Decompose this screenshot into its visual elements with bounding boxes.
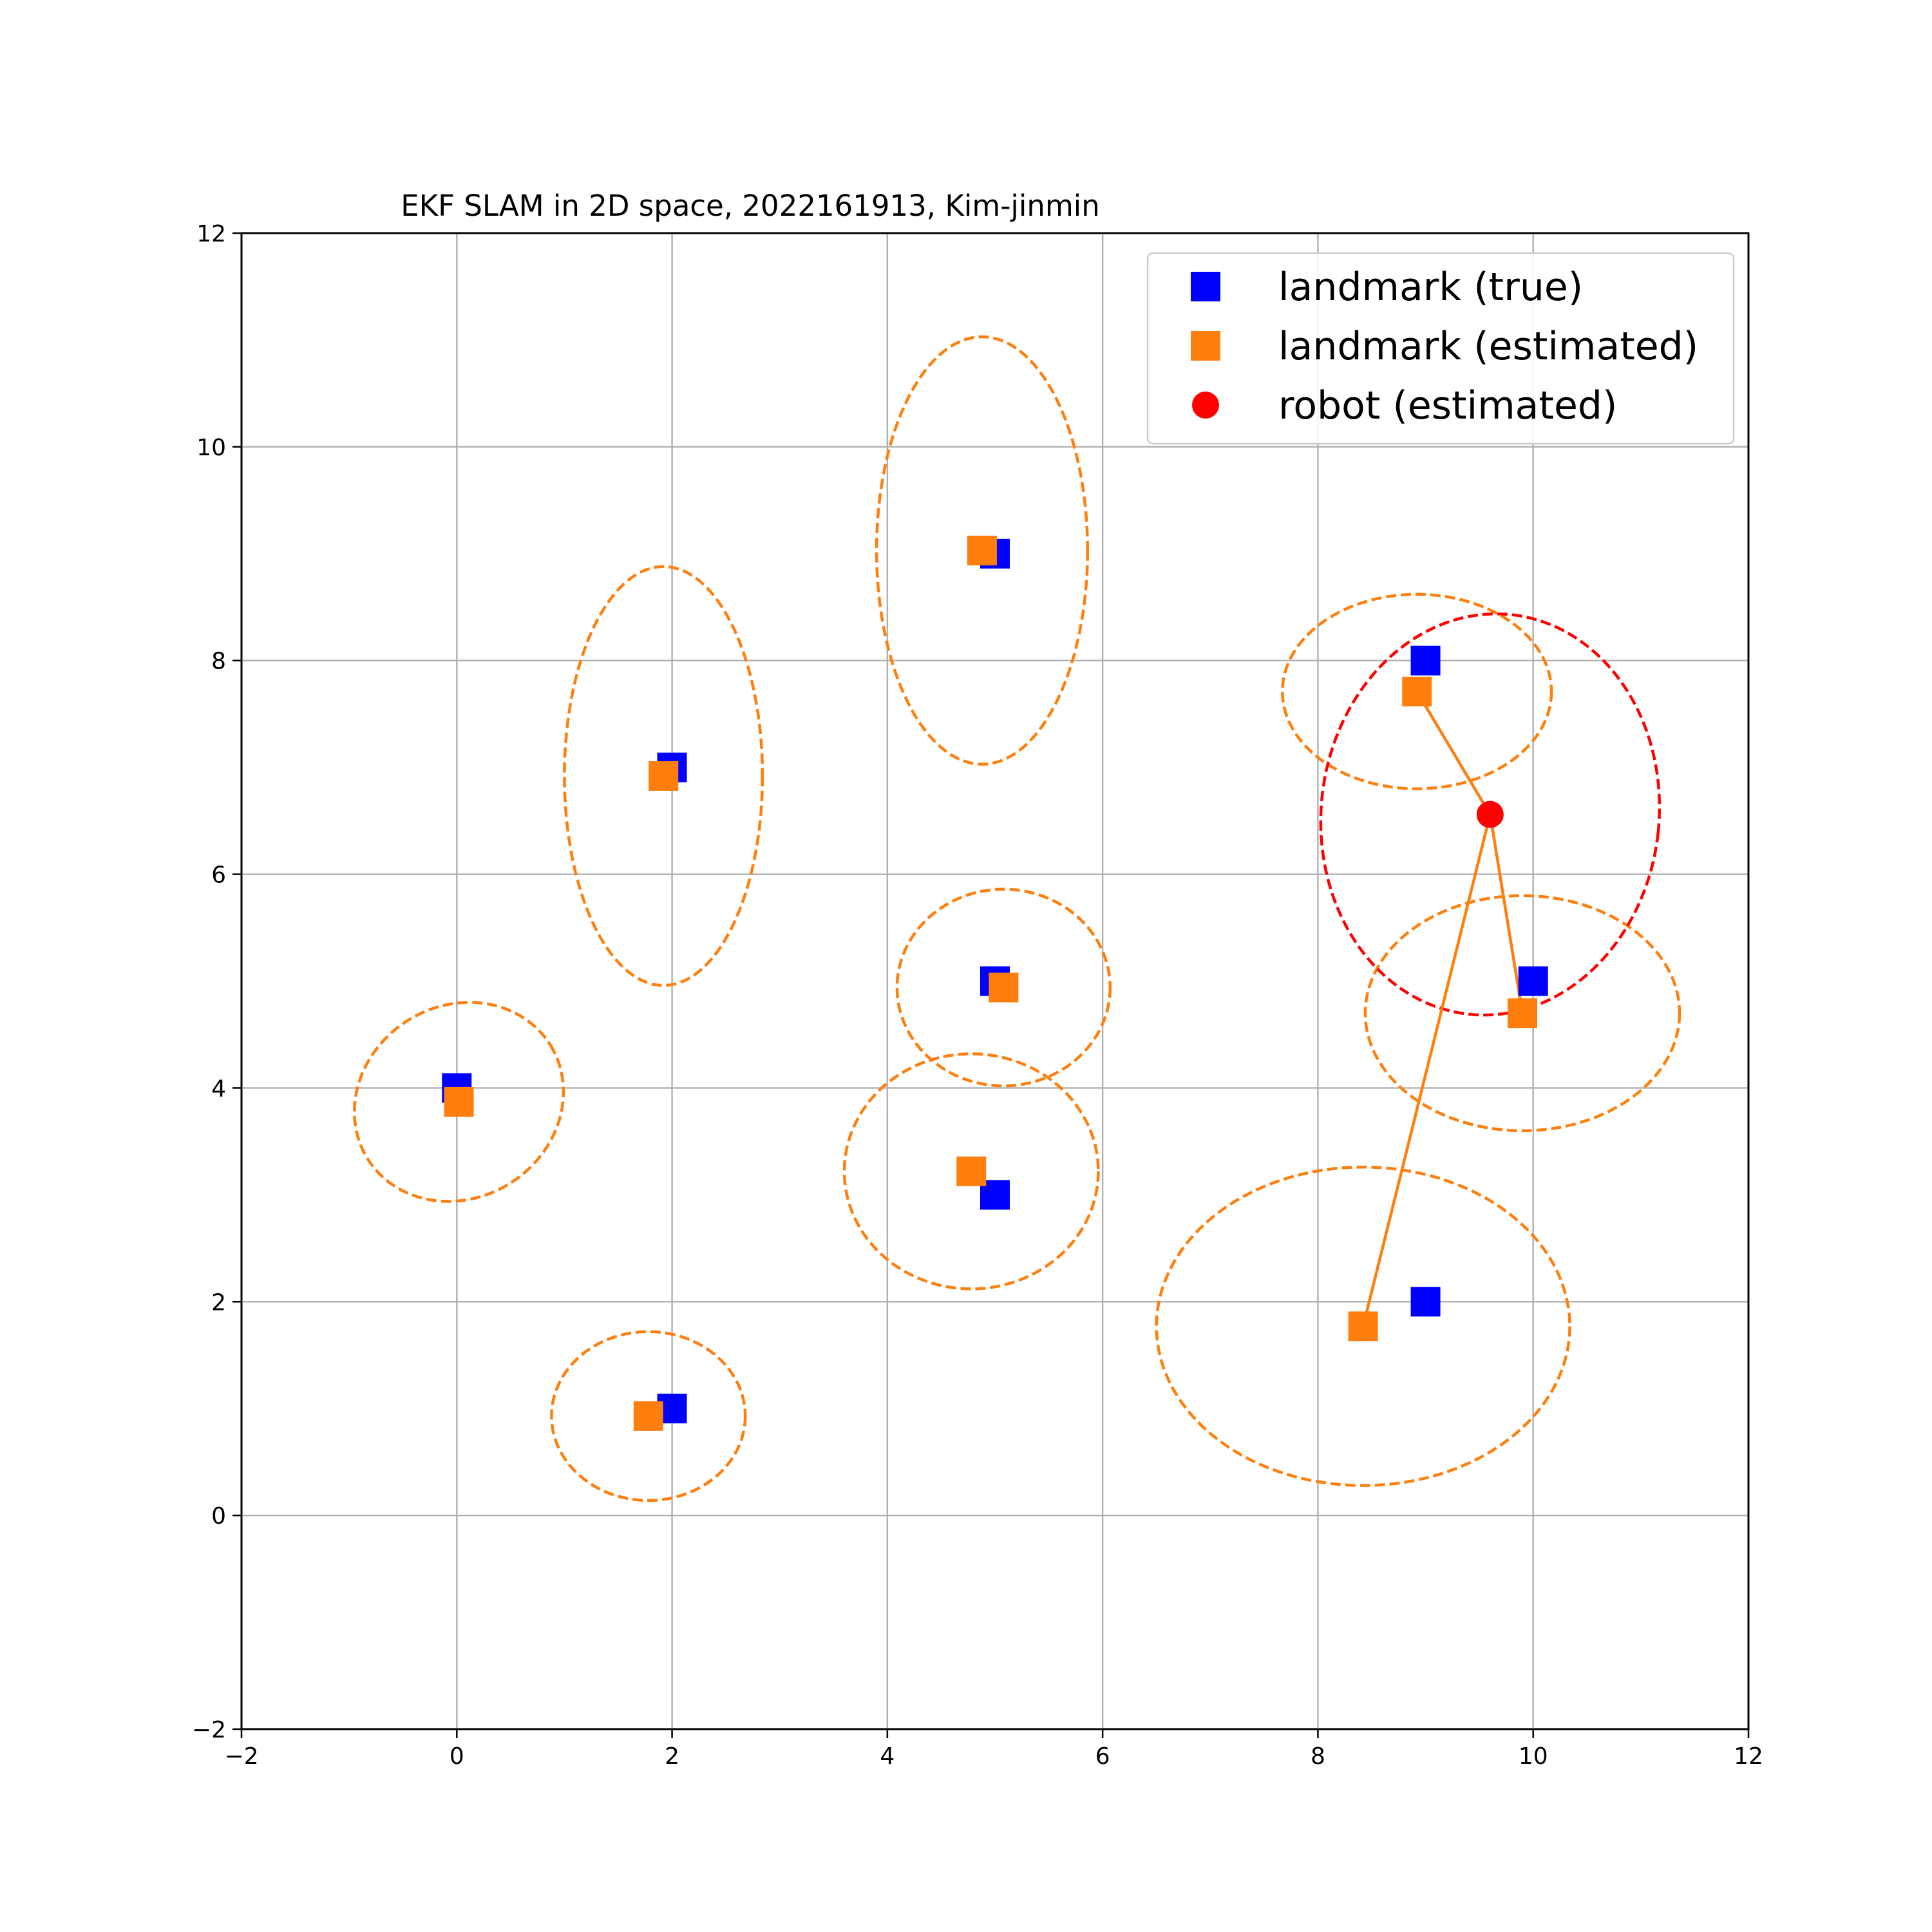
landmark-estimated-marker	[633, 1401, 663, 1431]
legend-label: landmark (estimated)	[1278, 324, 1698, 369]
landmark-covariance-ellipse	[550, 1330, 747, 1502]
robot-covariance-ellipse	[1319, 612, 1662, 1017]
landmark-estimated-marker	[649, 761, 679, 791]
landmark-covariance-ellipse	[1281, 592, 1553, 791]
x-tick-label: −2	[224, 1743, 258, 1770]
landmark-covariance-ellipse	[875, 335, 1089, 766]
landmark-estimated-marker	[1508, 998, 1537, 1028]
y-tick-label: 12	[196, 221, 226, 247]
landmark-true-marker	[1410, 1287, 1441, 1317]
landmark-true-marker	[1518, 966, 1548, 996]
landmark-covariance-ellipse	[353, 1001, 565, 1203]
x-tick-label: 4	[880, 1743, 895, 1770]
x-tick-label: 8	[1311, 1743, 1325, 1770]
landmark-covariance-ellipse	[895, 887, 1112, 1088]
landmark-estimated-marker	[1348, 1311, 1378, 1341]
x-tick-label: 0	[450, 1743, 464, 1770]
y-tick-label: 8	[211, 649, 226, 675]
y-tick-label: 6	[211, 862, 226, 889]
legend[interactable]: landmark (true) landmark (estimated) robot…	[1146, 252, 1735, 445]
legend-marker-robot	[1192, 392, 1219, 419]
y-tick-label: −2	[192, 1717, 226, 1743]
legend-marker-landmark-estimated	[1191, 331, 1220, 361]
covariance-ellipses	[353, 335, 1681, 1502]
ticks: −2 0 2 4 6 8 10 12 −2 0 2 4 6 8 10 12	[192, 221, 1763, 1770]
landmark-true-marker	[1410, 645, 1441, 676]
landmark-estimated-marker	[967, 535, 997, 565]
y-tick-label: 0	[211, 1503, 226, 1530]
axes-frame	[240, 232, 1750, 1730]
landmark-estimated-marker	[989, 972, 1019, 1003]
landmark-covariance-ellipse	[1155, 1165, 1571, 1487]
observation-lines	[1361, 690, 1524, 1327]
robot-marker	[1476, 800, 1504, 828]
observation-line	[1416, 690, 1492, 815]
legend-box	[1146, 252, 1735, 445]
legend-marker-landmark-true	[1191, 272, 1220, 301]
y-tick-label: 4	[211, 1075, 226, 1102]
chart-title: EKF SLAM in 2D space, 2022161913, Kim-ji…	[401, 189, 1100, 223]
y-tick-label: 2	[211, 1289, 226, 1316]
x-tick-label: 10	[1519, 1743, 1548, 1770]
x-tick-label: 2	[665, 1743, 679, 1770]
landmark-covariance-ellipse	[842, 1052, 1100, 1291]
legend-label: robot (estimated)	[1278, 383, 1617, 428]
landmark-covariance-ellipse	[1363, 894, 1681, 1133]
observation-line	[1488, 814, 1524, 1014]
legend-label: landmark (true)	[1278, 265, 1583, 310]
y-tick-label: 10	[196, 435, 226, 461]
landmark-covariance-ellipse	[563, 565, 764, 987]
landmark-estimated-marker	[956, 1156, 987, 1186]
landmark-estimated-marker	[444, 1086, 474, 1117]
x-tick-label: 12	[1734, 1743, 1763, 1770]
markers	[442, 535, 1548, 1431]
observation-line	[1361, 814, 1492, 1327]
landmark-estimated-marker	[1402, 676, 1432, 706]
x-tick-label: 6	[1095, 1743, 1110, 1770]
